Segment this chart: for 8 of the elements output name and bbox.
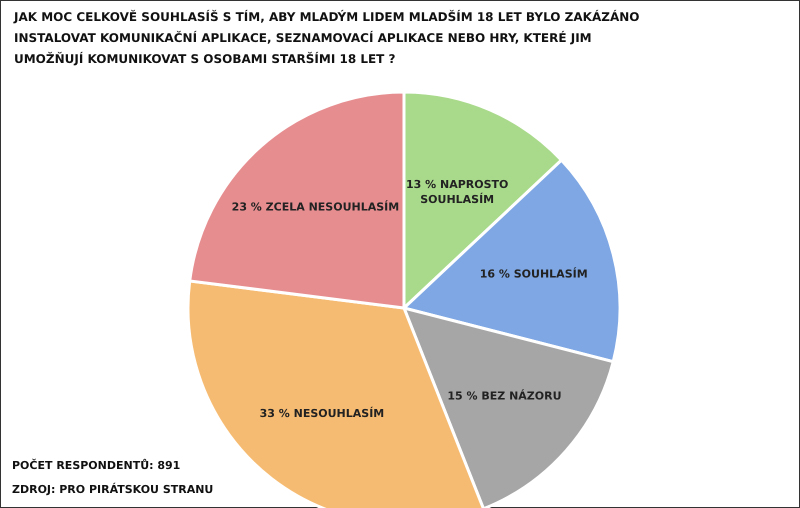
text: ZDROJ: PRO PIRÁTSKOU STRANU bbox=[12, 482, 214, 496]
slice-label: 23 % ZCELA NESOUHLASÍM bbox=[232, 200, 400, 214]
slice-label: 15 % BEZ NÁZORU bbox=[447, 388, 562, 403]
chart-title: JAK MOC CELKOVĚ SOUHLASÍŠ S TÍM, ABY MLADÝM LIDEM MLADŠÍM 18 LET BYLO ZAKÁZÁNO INSTALOVAT KOMUNIKAČNÍ APLIKACE, SEZNAMOVACÍ APLIKACE NEBO HRY, KTERÉ JIM UMOŽŇUJÍ KOMUNIKOVAT S OSOBAMI STARŠÍMI 18 LET ? bbox=[13, 9, 640, 66]
slice-label: 33 % NESOUHLASÍM bbox=[260, 406, 384, 420]
text: 16 % SOUHLASÍM bbox=[480, 268, 588, 281]
slice-label: 13 % NAPROSTO SOUHLASÍM bbox=[406, 178, 508, 206]
text: POČET RESPONDENTŮ: 891 bbox=[12, 458, 180, 472]
